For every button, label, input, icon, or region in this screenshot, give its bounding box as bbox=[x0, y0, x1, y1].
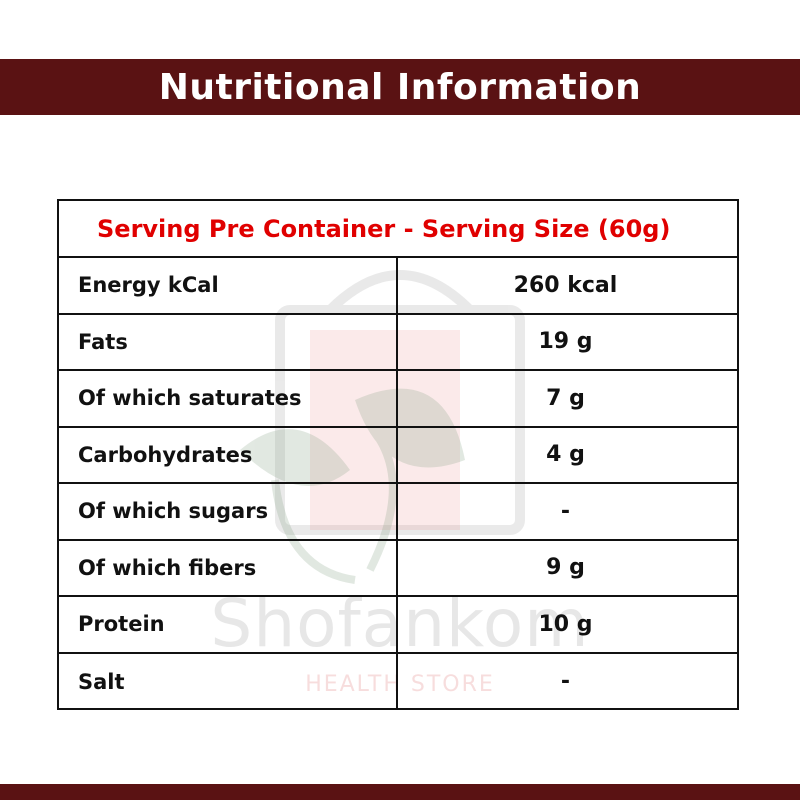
table-row: Fats 19 g bbox=[59, 315, 737, 372]
row-value: 7 g bbox=[398, 371, 737, 426]
row-value: - bbox=[398, 654, 737, 711]
row-value: 10 g bbox=[398, 597, 737, 652]
row-value: - bbox=[398, 484, 737, 539]
bottom-bar bbox=[0, 784, 800, 800]
row-label: Carbohydrates bbox=[59, 428, 398, 483]
serving-header: Serving Pre Container - Serving Size (60… bbox=[59, 201, 737, 258]
row-label: Of which fibers bbox=[59, 541, 398, 596]
row-value: 9 g bbox=[398, 541, 737, 596]
row-value: 260 kcal bbox=[398, 258, 737, 313]
table-row: Of which saturates 7 g bbox=[59, 371, 737, 428]
table-row: Of which fibers 9 g bbox=[59, 541, 737, 598]
row-label: Fats bbox=[59, 315, 398, 370]
row-label: Of which saturates bbox=[59, 371, 398, 426]
table-row: Energy kCal 260 kcal bbox=[59, 258, 737, 315]
row-label: Energy kCal bbox=[59, 258, 398, 313]
row-value: 4 g bbox=[398, 428, 737, 483]
row-label: Protein bbox=[59, 597, 398, 652]
nutrition-table: Serving Pre Container - Serving Size (60… bbox=[57, 199, 739, 710]
table-row: Carbohydrates 4 g bbox=[59, 428, 737, 485]
page-title: Nutritional Information bbox=[159, 67, 642, 108]
table-row: Salt - bbox=[59, 654, 737, 711]
row-value: 19 g bbox=[398, 315, 737, 370]
serving-header-text: Serving Pre Container - Serving Size (60… bbox=[97, 215, 670, 243]
table-row: Protein 10 g bbox=[59, 597, 737, 654]
table-row: Of which sugars - bbox=[59, 484, 737, 541]
title-banner: Nutritional Information bbox=[0, 59, 800, 115]
row-label: Salt bbox=[59, 654, 398, 711]
row-label: Of which sugars bbox=[59, 484, 398, 539]
